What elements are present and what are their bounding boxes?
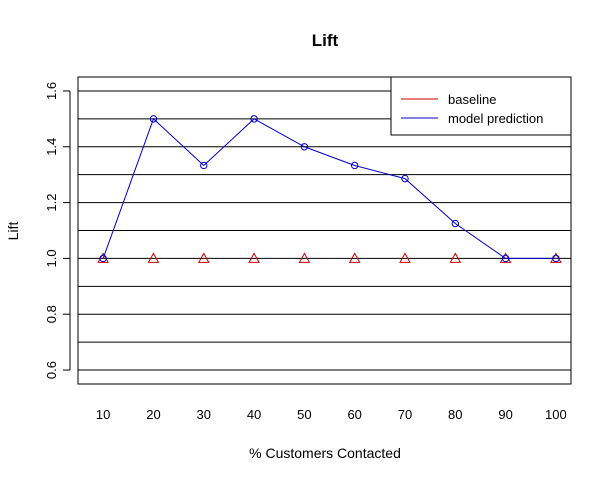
- x-tick-label-8: 90: [498, 407, 512, 422]
- series-1-point-0: [99, 254, 107, 263]
- series-1: [99, 115, 560, 263]
- legend-baseline-label: baseline: [448, 92, 496, 107]
- y-tick-label-4: 1.4: [44, 138, 59, 156]
- series-0-point-3: [248, 252, 260, 263]
- legend-model-label: model prediction: [448, 111, 543, 126]
- x-tick-label-2: 30: [197, 407, 211, 422]
- series-1-point-5: [350, 161, 359, 170]
- series-1-point-6: [401, 174, 409, 183]
- series-0-point-2: [197, 252, 210, 263]
- x-axis-label: % Customers Contacted: [249, 445, 401, 461]
- series-1-line: [102, 117, 556, 259]
- series-0-point-1: [147, 252, 160, 263]
- series-layer: [97, 115, 562, 263]
- series-1-point-3: [250, 115, 258, 123]
- series-1-point-7: [451, 219, 459, 228]
- series-0-point-6: [399, 252, 411, 263]
- series-0-point-7: [449, 252, 462, 263]
- y-tick-label-5: 1.6: [44, 82, 59, 100]
- y-axis-label: Lift: [5, 222, 21, 241]
- x-tick-label-5: 60: [347, 407, 361, 422]
- series-0: [97, 252, 562, 263]
- series-1-point-9: [552, 254, 560, 263]
- series-0-point-5: [348, 252, 361, 263]
- y-tick-label-0: 0.6: [44, 361, 59, 379]
- y-tick-label-1: 0.8: [44, 305, 59, 323]
- series-1-point-1: [149, 115, 158, 123]
- y-axis: 0.6 0.8 1.0 1.2 1.4 1.6: [44, 82, 71, 379]
- x-tick-label-3: 40: [247, 407, 261, 422]
- y-tick-label-3: 1.2: [44, 194, 59, 212]
- series-1-point-4: [300, 143, 309, 151]
- x-tick-label-7: 80: [448, 407, 462, 422]
- series-0-point-4: [298, 252, 311, 263]
- legend: baseline model prediction: [390, 76, 572, 136]
- x-tick-label-0: 10: [96, 407, 110, 422]
- chart-title: Lift: [312, 31, 339, 50]
- y-tick-label-2: 1.0: [44, 249, 59, 267]
- series-1-point-2: [200, 161, 208, 170]
- x-axis: 10 20 30 40 50 60 70 80 90 100: [96, 407, 567, 422]
- plot-frame: [77, 76, 572, 385]
- x-tick-label-6: 70: [398, 407, 412, 422]
- series-0-point-0: [97, 252, 110, 263]
- x-tick-label-9: 100: [545, 407, 567, 422]
- series-1-point-8: [501, 254, 510, 263]
- x-tick-label-1: 20: [146, 407, 160, 422]
- legend-box: [390, 76, 572, 136]
- x-tick-label-4: 50: [297, 407, 311, 422]
